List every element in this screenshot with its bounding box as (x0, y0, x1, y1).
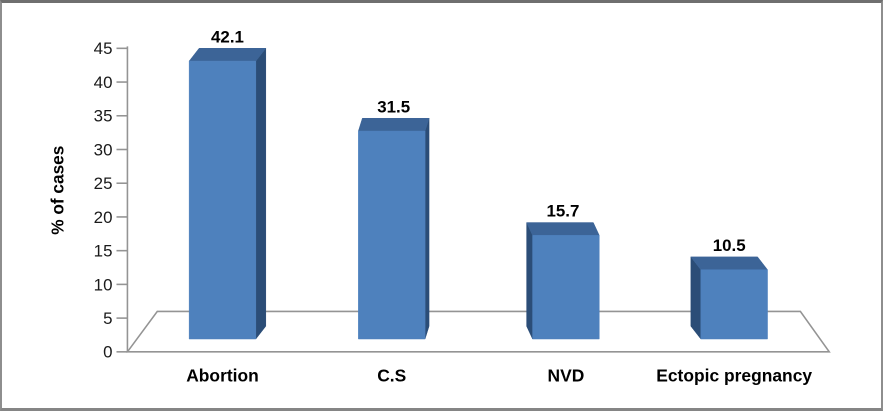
bar-nvd (526, 222, 600, 340)
bar-front-face (532, 235, 600, 340)
bar-abortion (188, 47, 267, 340)
bar-value-label: 10.5 (713, 236, 746, 255)
bar-value-label: 42.1 (211, 27, 244, 46)
category-label-c-s: C.S (377, 365, 406, 385)
y-axis-tick-label: 15 (94, 242, 113, 261)
bar-front-face (188, 60, 257, 340)
bar-top-face (690, 256, 769, 270)
y-axis-tick-label: 20 (94, 208, 113, 227)
y-axis-tick-label: 30 (94, 140, 113, 159)
y-axis-tick-label: 25 (94, 174, 113, 193)
bar-top-face (188, 48, 267, 62)
bar-front-face (358, 130, 426, 340)
chart-dynamic-layer: 0 5 10 15 20 25 30 35 40 45 42.1 Abortion 31.5 C.S 15.… (94, 27, 813, 385)
bar-ectopic-pregnancy (690, 256, 769, 340)
y-axis-tick-label: 10 (94, 275, 113, 294)
y-axis-tick-label: 5 (103, 309, 112, 328)
bar-top-face (526, 222, 600, 236)
y-axis-tick-label: 40 (94, 73, 113, 92)
category-label-abortion: Abortion (186, 365, 259, 385)
bar-top-face (358, 117, 430, 132)
chart-floor (125, 310, 831, 353)
bar-side-face (526, 222, 533, 340)
y-axis-tick-label: 0 (103, 343, 112, 362)
category-label-nvd: NVD (548, 365, 585, 385)
y-axis-title: % of cases (48, 146, 68, 235)
y-axis-tick-label: 45 (94, 39, 113, 58)
bar-side-face (255, 47, 267, 340)
bar-chart-canvas: % of cases 0 5 10 15 20 25 30 35 40 45 42.1 Abortio… (48, 27, 831, 385)
bar-front-face (700, 269, 768, 340)
bar-c-s (358, 117, 430, 340)
bar-side-face (690, 256, 702, 340)
bar-side-face (424, 118, 430, 340)
bar-value-label: 31.5 (377, 97, 410, 116)
bar-value-label: 15.7 (546, 202, 579, 221)
y-axis-tick-label: 35 (94, 107, 113, 126)
category-label-ectopic-pregnancy: Ectopic pregnancy (656, 365, 812, 385)
